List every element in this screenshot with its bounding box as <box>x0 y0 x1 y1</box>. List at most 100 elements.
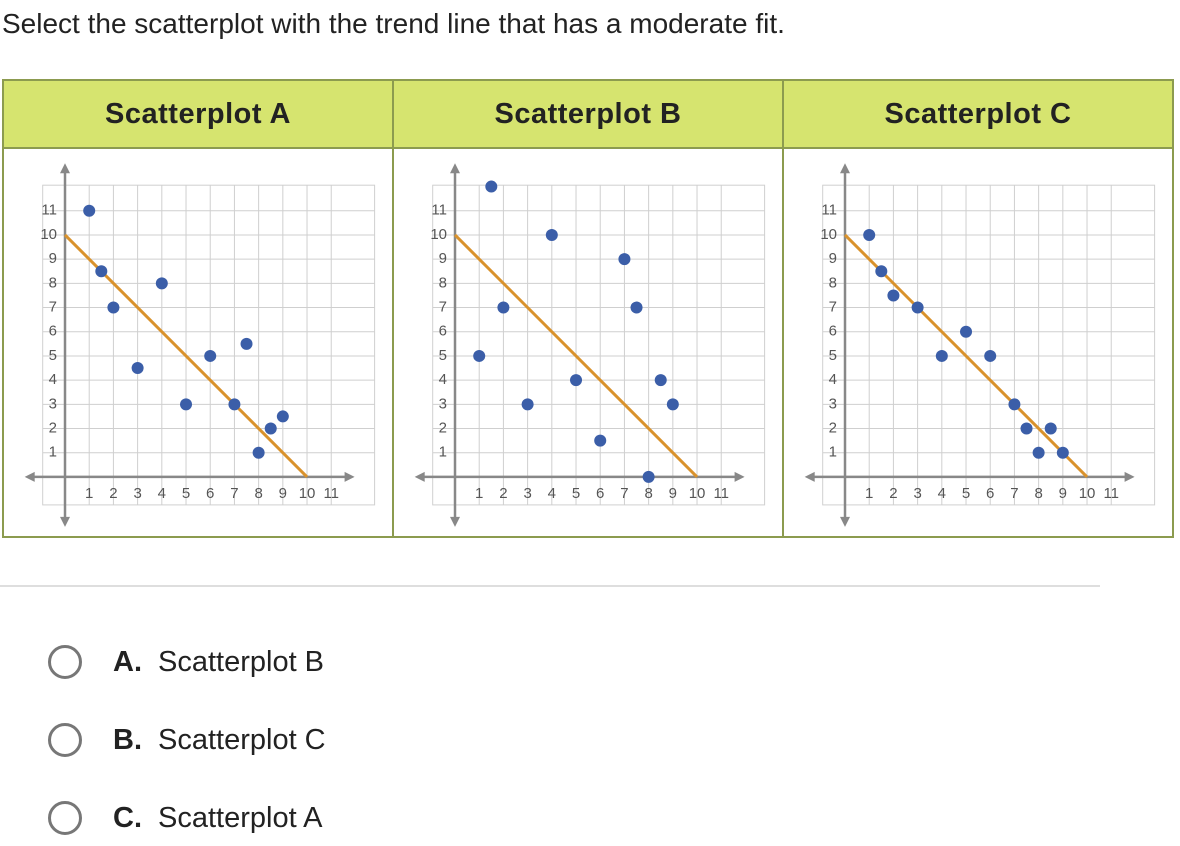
data-point <box>984 349 997 362</box>
plot-cell: 1 2 3 4 5 6 7 8 9 10 11 1 2 3 4 5 6 7 8 9 10 11 <box>782 147 1174 538</box>
data-point <box>1032 446 1045 459</box>
answer-option[interactable]: A. Scatterplot B <box>48 642 324 682</box>
y-tick-label: 4 <box>49 371 57 388</box>
x-tick-label: 5 <box>572 485 580 502</box>
x-tick-label: 2 <box>889 485 897 502</box>
data-point <box>155 277 168 290</box>
option-letter: A. <box>113 645 142 678</box>
radio-button[interactable] <box>48 723 82 757</box>
y-tick-label: 6 <box>439 323 447 340</box>
y-tick-label: 10 <box>820 226 837 243</box>
y-tick-label: 10 <box>40 226 57 243</box>
x-tick-label: 5 <box>182 485 190 502</box>
x-tick-label: 4 <box>548 485 556 502</box>
data-point <box>618 253 631 266</box>
y-tick-label: 9 <box>439 250 447 267</box>
data-point <box>521 398 534 411</box>
data-point <box>863 228 876 241</box>
plot-title: Scatterplot B <box>392 79 784 149</box>
y-tick-label: 11 <box>431 202 447 219</box>
y-tick-label: 3 <box>829 395 837 412</box>
x-tick-label: 2 <box>499 485 507 502</box>
y-tick-label: 4 <box>829 371 837 388</box>
x-tick-label: 1 <box>85 485 93 502</box>
y-tick-label: 9 <box>829 250 837 267</box>
grid-frame <box>822 184 1156 506</box>
axis-arrow <box>840 163 851 174</box>
data-point <box>666 398 679 411</box>
data-point <box>594 434 607 447</box>
data-point <box>1020 422 1033 435</box>
y-tick-label: 2 <box>829 419 837 436</box>
axis-arrow <box>1124 471 1135 482</box>
axis-arrow <box>804 471 815 482</box>
y-tick-label: 8 <box>829 274 837 291</box>
data-point <box>875 265 888 278</box>
x-tick-label: 5 <box>962 485 970 502</box>
y-tick-label: 8 <box>439 274 447 291</box>
axis-arrow <box>24 471 35 482</box>
y-tick-label: 1 <box>829 444 837 461</box>
x-tick-label: 7 <box>1010 485 1018 502</box>
answer-option[interactable]: B. Scatterplot C <box>48 720 326 760</box>
x-tick-label: 9 <box>669 485 677 502</box>
data-point <box>654 374 667 387</box>
y-tick-label: 1 <box>49 444 57 461</box>
plot-title: Scatterplot A <box>2 79 394 149</box>
data-point <box>83 204 96 217</box>
option-text: Scatterplot B <box>158 645 325 678</box>
data-point <box>131 362 144 375</box>
y-tick-label: 10 <box>430 226 447 243</box>
radio-button[interactable] <box>48 645 82 679</box>
data-point <box>935 349 948 362</box>
plot-title: Scatterplot C <box>782 79 1174 149</box>
x-tick-label: 8 <box>644 485 652 502</box>
answer-option[interactable]: C. Scatterplot A <box>48 798 322 838</box>
plot-cell: 1 2 3 4 5 6 7 8 9 10 11 1 2 3 4 5 6 7 8 9 10 11 <box>392 147 784 538</box>
grid-frame <box>42 184 376 506</box>
data-point <box>473 349 486 362</box>
grid-frame <box>432 184 766 506</box>
data-point <box>228 398 241 411</box>
x-tick-label: 2 <box>109 485 117 502</box>
y-tick-label: 4 <box>439 371 447 388</box>
x-tick-label: 11 <box>713 485 729 502</box>
x-tick-label: 6 <box>206 485 214 502</box>
x-tick-label: 7 <box>620 485 628 502</box>
x-tick-label: 9 <box>1059 485 1067 502</box>
y-tick-label: 8 <box>49 274 57 291</box>
x-tick-label: 4 <box>158 485 166 502</box>
x-tick-label: 8 <box>1034 485 1042 502</box>
y-tick-label: 7 <box>829 299 837 316</box>
x-tick-label: 3 <box>913 485 921 502</box>
x-tick-label: 6 <box>596 485 604 502</box>
y-tick-label: 3 <box>439 395 447 412</box>
axis-arrow <box>60 163 71 174</box>
axis-arrow <box>450 516 461 527</box>
x-tick-label: 1 <box>475 485 483 502</box>
axis-arrow <box>734 471 745 482</box>
y-tick-label: 5 <box>49 347 57 364</box>
y-tick-label: 5 <box>439 347 447 364</box>
y-tick-label: 6 <box>829 323 837 340</box>
x-tick-label: 10 <box>689 485 706 502</box>
data-point <box>276 410 289 423</box>
x-tick-label: 1 <box>865 485 873 502</box>
option-letter: B. <box>113 723 142 756</box>
y-tick-label: 11 <box>821 202 837 219</box>
data-point <box>887 289 900 302</box>
radio-button[interactable] <box>48 801 82 835</box>
data-point <box>570 374 583 387</box>
x-tick-label: 7 <box>230 485 238 502</box>
x-tick-label: 10 <box>1079 485 1096 502</box>
data-point <box>485 180 498 193</box>
x-tick-label: 11 <box>1103 485 1119 502</box>
option-letter: C. <box>113 801 142 834</box>
x-tick-label: 9 <box>279 485 287 502</box>
option-text: Scatterplot A <box>158 801 323 834</box>
data-point <box>264 422 277 435</box>
data-point <box>180 398 193 411</box>
axis-arrow <box>414 471 425 482</box>
y-tick-label: 2 <box>49 419 57 436</box>
y-tick-label: 3 <box>49 395 57 412</box>
